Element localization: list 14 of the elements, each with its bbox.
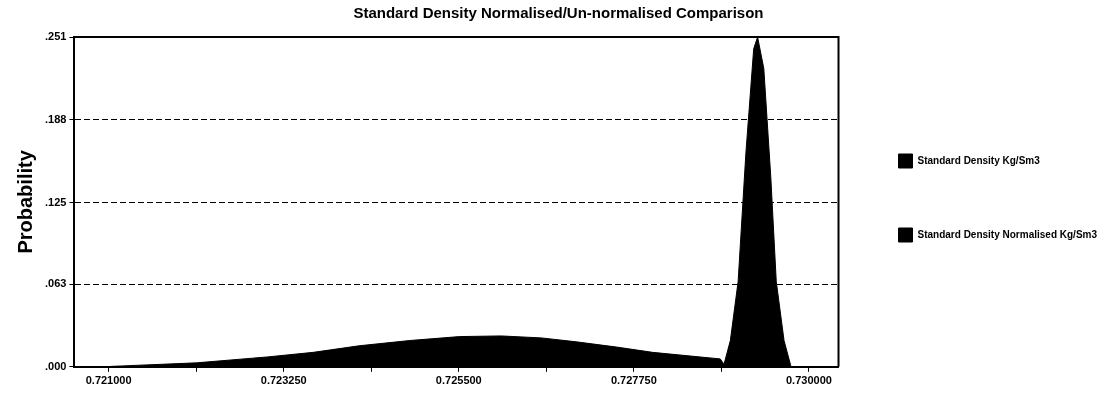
y-tick-label: .125 <box>44 195 67 208</box>
x-tick-label: 0.727750 <box>610 374 657 387</box>
x-tick-label: 0.721000 <box>85 374 132 387</box>
x-tick-label: 0.723250 <box>260 374 307 387</box>
legend-label: Standard Density Kg/Sm3 <box>917 154 1041 166</box>
y-tick-label: .063 <box>44 277 67 290</box>
x-tick-label: 0.730000 <box>785 374 832 387</box>
y-axis-title: Probability <box>13 149 36 254</box>
chart-title: Standard Density Normalised/Un-normalised Comparison <box>353 4 764 22</box>
legend-label: Standard Density Normalised Kg/Sm3 <box>917 228 1098 240</box>
x-tick-label: 0.725500 <box>435 374 482 387</box>
y-tick-label: .188 <box>44 112 67 125</box>
y-tick-label: .251 <box>44 30 67 43</box>
y-tick-label: .000 <box>44 359 67 372</box>
